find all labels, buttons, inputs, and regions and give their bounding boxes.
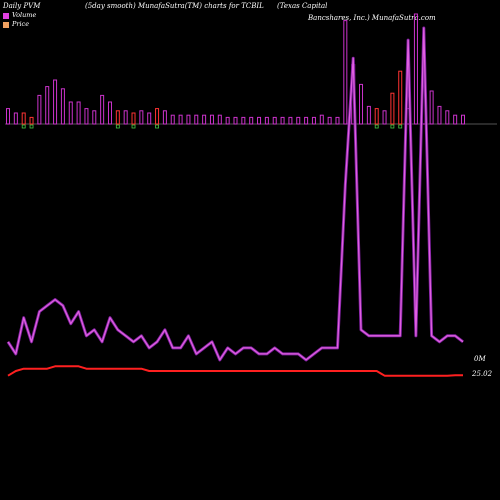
volume-bar <box>304 116 309 125</box>
volume-bar <box>257 116 262 125</box>
volume-bar <box>45 86 50 125</box>
legend-swatch-volume <box>3 12 9 19</box>
volume-bar-tick <box>21 124 26 129</box>
volume-bar <box>6 108 10 125</box>
volume-bar <box>413 13 418 125</box>
volume-bar <box>84 108 89 125</box>
volume-bar <box>53 79 58 125</box>
volume-bar <box>186 114 191 125</box>
legend-swatch-price <box>3 21 9 28</box>
volume-bar <box>264 116 269 125</box>
volume-bar <box>37 94 42 125</box>
volume-bar <box>249 116 254 125</box>
volume-line <box>7 27 464 361</box>
volume-bar <box>107 101 112 125</box>
volume-bar <box>100 94 105 125</box>
volume-bar <box>209 114 214 125</box>
volume-bar <box>272 116 277 125</box>
volume-bar <box>225 116 230 125</box>
company-name-line2: Bancshares, Inc.) MunafaSutra.com <box>308 14 436 22</box>
volume-bar <box>76 101 81 125</box>
volume-bar <box>461 114 465 125</box>
volume-bar <box>280 116 285 125</box>
legend-label-volume: Volume <box>12 11 37 19</box>
volume-bar <box>147 112 152 125</box>
volume-bar <box>92 110 97 125</box>
chart-title: (5day smooth) MunafaSutra(TM) charts for… <box>85 2 264 10</box>
volume-bar-tick <box>398 124 403 129</box>
volume-bar <box>335 116 340 125</box>
volume-bar-tick <box>131 124 136 129</box>
volume-bar <box>343 20 348 125</box>
volume-bar <box>233 116 238 125</box>
volume-bar <box>155 108 160 125</box>
volume-bar <box>390 92 395 125</box>
volume-bar <box>68 101 73 125</box>
volume-bar <box>437 105 442 125</box>
volume-bar <box>296 116 301 125</box>
volume-bar <box>445 110 450 125</box>
company-name-line1: (Texas Capital <box>277 2 328 10</box>
legend-item-price: Price <box>3 20 36 29</box>
volume-bar <box>366 105 371 125</box>
volume-bar <box>202 114 207 125</box>
volume-bar <box>382 110 387 125</box>
volume-bar-tick <box>29 124 34 129</box>
volume-bar-tick <box>155 124 159 129</box>
chart-type-label: Daily PVM <box>3 2 41 10</box>
volume-bar <box>311 116 316 125</box>
volume-bar <box>162 110 167 125</box>
legend-label-price: Price <box>12 20 30 28</box>
legend-item-volume: Volume <box>3 11 36 20</box>
volume-bar <box>178 114 183 125</box>
volume-bar-tick <box>374 124 379 129</box>
price-line <box>7 365 463 377</box>
volume-bar <box>429 90 434 125</box>
volume-bar-tick <box>390 124 395 129</box>
volume-bar <box>115 110 120 125</box>
volume-last-label: 0M <box>474 355 486 363</box>
volume-bar <box>194 114 199 125</box>
volume-line-glow <box>6 26 464 362</box>
price-last-label: 25.02 <box>471 370 493 378</box>
volume-bar <box>29 116 34 125</box>
volume-bar <box>139 110 144 125</box>
legend: Volume Price <box>3 11 36 29</box>
volume-bar <box>131 112 136 125</box>
volume-bar <box>359 83 364 125</box>
volume-bar <box>217 114 222 125</box>
volume-bar <box>453 114 458 125</box>
volume-bar <box>170 114 175 125</box>
volume-bar <box>123 110 128 125</box>
volume-bar <box>327 116 332 125</box>
volume-bar <box>374 108 379 125</box>
volume-bar <box>398 70 403 125</box>
volume-bar <box>288 116 293 125</box>
volume-bar <box>21 112 26 125</box>
volume-bar <box>13 112 18 125</box>
volume-bar <box>60 88 65 125</box>
volume-bar <box>319 114 324 125</box>
volume-bar <box>241 116 246 125</box>
volume-bar-tick <box>115 124 120 129</box>
